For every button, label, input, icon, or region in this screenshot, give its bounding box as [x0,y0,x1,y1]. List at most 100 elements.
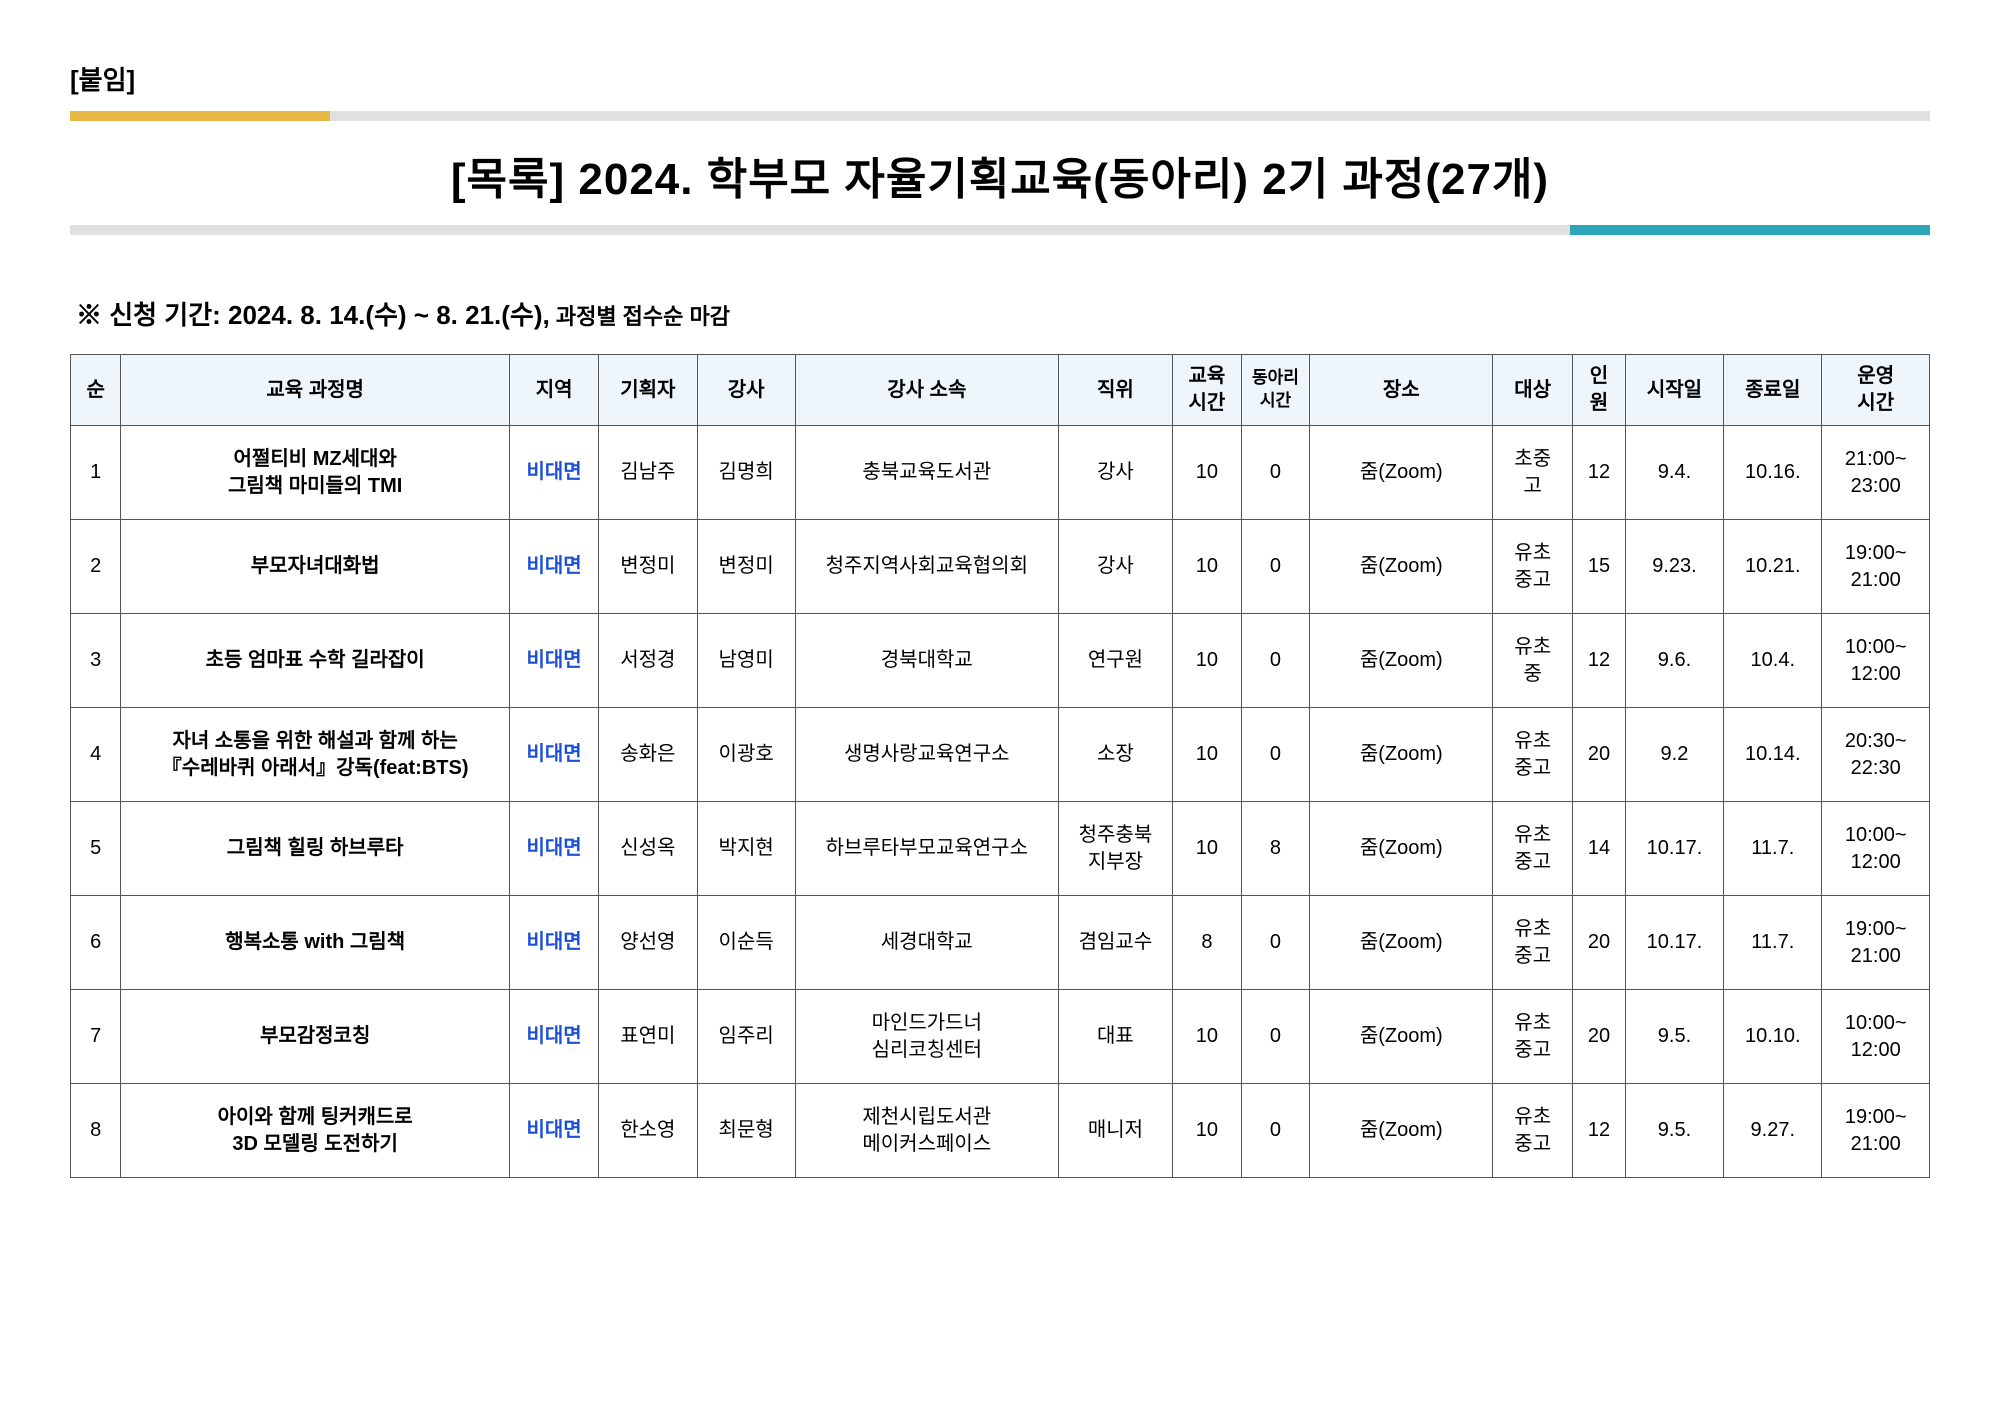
col-instructor: 강사 [697,355,795,426]
cell-planner: 한소영 [599,1084,697,1178]
cell-no: 8 [71,1084,121,1178]
cell-position: 겸임교수 [1058,896,1172,990]
cell-op_time: 10:00~12:00 [1822,990,1930,1084]
cell-no: 2 [71,520,121,614]
cell-end: 10.14. [1724,708,1822,802]
cell-affiliation: 마인드가드너심리코칭센터 [795,990,1058,1084]
cell-place: 줌(Zoom) [1310,1084,1493,1178]
cell-affiliation: 청주지역사회교육협의회 [795,520,1058,614]
cell-position: 소장 [1058,708,1172,802]
cell-no: 5 [71,802,121,896]
cell-planner: 변정미 [599,520,697,614]
cell-edu_time: 10 [1173,802,1242,896]
cell-edu_time: 10 [1173,520,1242,614]
cell-target: 유초중 [1493,614,1573,708]
col-place: 장소 [1310,355,1493,426]
cell-no: 1 [71,426,121,520]
cell-region: 비대면 [510,520,599,614]
cell-club_time: 8 [1241,802,1310,896]
cell-edu_time: 10 [1173,614,1242,708]
title-block: [목록] 2024. 학부모 자율기획교육(동아리) 2기 과정(27개) [70,111,1930,235]
period-prefix: ※ 신청 기간: 2024. [76,300,300,330]
table-row: 8아이와 함께 팅커캐드로3D 모델링 도전하기비대면한소영최문형제천시립도서관… [71,1084,1930,1178]
table-row: 6행복소통 with 그림책비대면양선영이순득세경대학교겸임교수80줌(Zoom… [71,896,1930,990]
cell-place: 줌(Zoom) [1310,426,1493,520]
cell-op_time: 21:00~23:00 [1822,426,1930,520]
cell-planner: 표연미 [599,990,697,1084]
cell-end: 11.7. [1724,896,1822,990]
cell-name: 행복소통 with 그림책 [121,896,510,990]
col-region: 지역 [510,355,599,426]
col-affiliation: 강사 소속 [795,355,1058,426]
cell-target: 유초중고 [1493,990,1573,1084]
cell-club_time: 0 [1241,1084,1310,1178]
cell-end: 10.10. [1724,990,1822,1084]
cell-capacity: 15 [1573,520,1626,614]
cell-capacity: 20 [1573,990,1626,1084]
cell-affiliation: 충북교육도서관 [795,426,1058,520]
cell-position: 대표 [1058,990,1172,1084]
cell-region: 비대면 [510,708,599,802]
cell-capacity: 12 [1573,426,1626,520]
cell-start: 9.6. [1625,614,1723,708]
cell-start: 10.17. [1625,802,1723,896]
cell-position: 연구원 [1058,614,1172,708]
cell-place: 줌(Zoom) [1310,896,1493,990]
col-op-time: 운영시간 [1822,355,1930,426]
table-body: 1어쩔티비 MZ세대와그림책 마미들의 TMI비대면김남주김명희충북교육도서관강… [71,426,1930,1178]
col-end: 종료일 [1724,355,1822,426]
cell-edu_time: 8 [1173,896,1242,990]
cell-capacity: 12 [1573,614,1626,708]
cell-region: 비대면 [510,990,599,1084]
cell-target: 유초중고 [1493,520,1573,614]
cell-planner: 송화은 [599,708,697,802]
cell-position: 강사 [1058,426,1172,520]
cell-region: 비대면 [510,426,599,520]
cell-place: 줌(Zoom) [1310,614,1493,708]
cell-capacity: 12 [1573,1084,1626,1178]
cell-affiliation: 하브루타부모교육연구소 [795,802,1058,896]
cell-op_time: 20:30~22:30 [1822,708,1930,802]
col-planner: 기획자 [599,355,697,426]
cell-op_time: 19:00~21:00 [1822,1084,1930,1178]
page-title: [목록] 2024. 학부모 자율기획교육(동아리) 2기 과정(27개) [70,129,1930,225]
cell-name: 아이와 함께 팅커캐드로3D 모델링 도전하기 [121,1084,510,1178]
cell-planner: 양선영 [599,896,697,990]
col-edu-time: 교육시간 [1173,355,1242,426]
cell-target: 유초중고 [1493,802,1573,896]
cell-instructor: 김명희 [697,426,795,520]
cell-no: 4 [71,708,121,802]
cell-club_time: 0 [1241,990,1310,1084]
cell-end: 11.7. [1724,802,1822,896]
cell-capacity: 20 [1573,896,1626,990]
cell-instructor: 임주리 [697,990,795,1084]
cell-name: 부모자녀대화법 [121,520,510,614]
cell-affiliation: 세경대학교 [795,896,1058,990]
cell-place: 줌(Zoom) [1310,708,1493,802]
table-row: 2부모자녀대화법비대면변정미변정미청주지역사회교육협의회강사100줌(Zoom)… [71,520,1930,614]
cell-instructor: 이광호 [697,708,795,802]
cell-position: 강사 [1058,520,1172,614]
cell-no: 6 [71,896,121,990]
col-target: 대상 [1493,355,1573,426]
cell-club_time: 0 [1241,708,1310,802]
cell-edu_time: 10 [1173,1084,1242,1178]
cell-instructor: 이순득 [697,896,795,990]
cell-club_time: 0 [1241,896,1310,990]
cell-club_time: 0 [1241,520,1310,614]
cell-end: 10.16. [1724,426,1822,520]
table-row: 1어쩔티비 MZ세대와그림책 마미들의 TMI비대면김남주김명희충북교육도서관강… [71,426,1930,520]
cell-capacity: 14 [1573,802,1626,896]
cell-place: 줌(Zoom) [1310,990,1493,1084]
table-row: 4자녀 소통을 위한 해설과 함께 하는『수레바퀴 아래서』강독(feat:BT… [71,708,1930,802]
table-row: 7부모감정코칭비대면표연미임주리마인드가드너심리코칭센터대표100줌(Zoom)… [71,990,1930,1084]
cell-club_time: 0 [1241,614,1310,708]
cell-target: 유초중고 [1493,708,1573,802]
period-dates: 8. 14.(수) ~ 8. 21.(수), [300,300,549,330]
cell-capacity: 20 [1573,708,1626,802]
title-bar-top [70,111,1930,121]
cell-end: 9.27. [1724,1084,1822,1178]
application-period: ※ 신청 기간: 2024. 8. 14.(수) ~ 8. 21.(수), 과정… [70,295,1930,332]
table-row: 5그림책 힐링 하브루타비대면신성옥박지현하브루타부모교육연구소청주충북지부장1… [71,802,1930,896]
cell-start: 9.2 [1625,708,1723,802]
